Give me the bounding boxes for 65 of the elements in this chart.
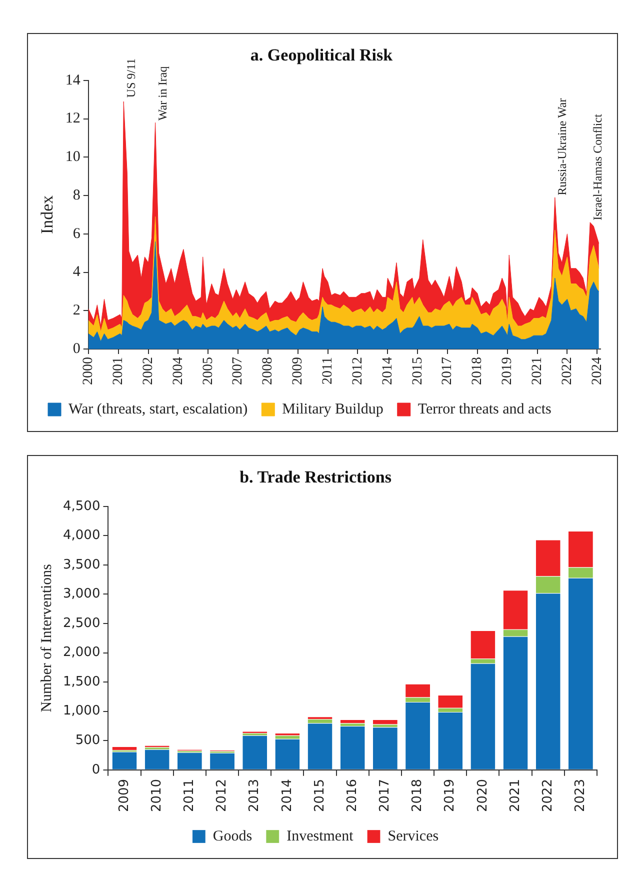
legend-label: Services — [388, 828, 439, 844]
y-tick-label: 6 — [72, 226, 81, 242]
x-tick-label: 2019 — [500, 357, 516, 385]
x-tick-label: 2015 — [312, 778, 328, 812]
x-tick-label: 2012 — [214, 778, 230, 812]
y-tick-label: 10 — [65, 149, 80, 166]
x-tick-label: 2017 — [440, 357, 456, 385]
annotation: US 9/11 — [124, 58, 138, 98]
x-tick-label: 2005 — [200, 357, 216, 385]
x-tick-label: 2021 — [508, 778, 523, 812]
x-tick-label: 2014 — [280, 778, 295, 812]
x-tick-label: 2004 — [170, 357, 186, 385]
x-tick-label: 2021 — [530, 357, 545, 385]
legend-label: Terror threats and acts — [418, 401, 552, 418]
x-tick-label: 2012 — [350, 357, 366, 385]
x-tick-label: 2020 — [475, 778, 490, 812]
x-tick-label: 2016 — [344, 778, 360, 812]
x-tick-label: 2001 — [111, 357, 126, 385]
annotation: War in Iraq — [155, 66, 170, 121]
y-tick-label: 4,000 — [63, 528, 100, 544]
y-axis-title: Index — [38, 194, 57, 234]
annotation: Russia-Ukraine War — [555, 98, 570, 196]
x-tick-label: 2002 — [140, 357, 156, 385]
y-tick-label: 14 — [65, 72, 81, 88]
x-tick-label: 2018 — [470, 357, 486, 385]
x-tick-label: 2024 — [590, 357, 605, 385]
x-tick-label: 2007 — [230, 357, 246, 385]
legend-label: War (threats, start, escalation) — [68, 401, 248, 418]
x-tick-label: 2022 — [560, 357, 575, 385]
y-axis-title: Number of Interventions — [38, 564, 55, 712]
x-tick-label: 2019 — [442, 778, 458, 812]
y-tick-label: 3,000 — [63, 586, 100, 602]
annotation: Israel-Hamas Conflict — [590, 113, 604, 220]
x-tick-label: 2014 — [380, 357, 396, 385]
x-tick-label: 2023 — [573, 778, 588, 812]
x-tick-label: 2011 — [182, 778, 198, 812]
x-tick-label: 2015 — [410, 357, 426, 385]
y-tick-label: 2,500 — [63, 616, 100, 631]
y-tick-label: 12 — [65, 110, 80, 127]
legend-label: Military Buildup — [282, 401, 384, 418]
x-tick-label: 2018 — [410, 778, 426, 812]
y-tick-label: 8 — [72, 187, 80, 204]
y-tick-label: 4,500 — [63, 498, 100, 514]
x-tick-label: 2008 — [260, 357, 276, 385]
chart-title: a. Geopolitical Risk — [250, 46, 394, 65]
x-tick-label: 2017 — [378, 778, 393, 812]
y-tick-label: 2 — [72, 302, 80, 319]
x-tick-label: 2000 — [81, 357, 96, 385]
x-tick-label: 2013 — [247, 778, 262, 812]
x-tick-label: 2022 — [540, 778, 556, 812]
x-tick-label: 2010 — [149, 778, 164, 812]
y-tick-label: 500 — [75, 733, 100, 748]
y-tick-label: 1,000 — [63, 704, 100, 719]
y-tick-label: 1,500 — [63, 674, 100, 690]
x-tick-label: 2009 — [290, 357, 306, 385]
x-tick-label: 2011 — [320, 357, 336, 384]
legend-label: Goods — [212, 828, 252, 844]
chart-title: b. Trade Restrictions — [240, 468, 392, 487]
y-tick-label: 0 — [72, 340, 80, 357]
y-tick-label: 2,000 — [63, 645, 100, 660]
y-tick-label: 3,500 — [63, 557, 100, 572]
y-tick-label: 4 — [72, 264, 81, 280]
y-tick-label: 0 — [92, 762, 100, 778]
x-tick-label: 2009 — [116, 778, 132, 812]
legend-label: Investment — [286, 828, 354, 844]
